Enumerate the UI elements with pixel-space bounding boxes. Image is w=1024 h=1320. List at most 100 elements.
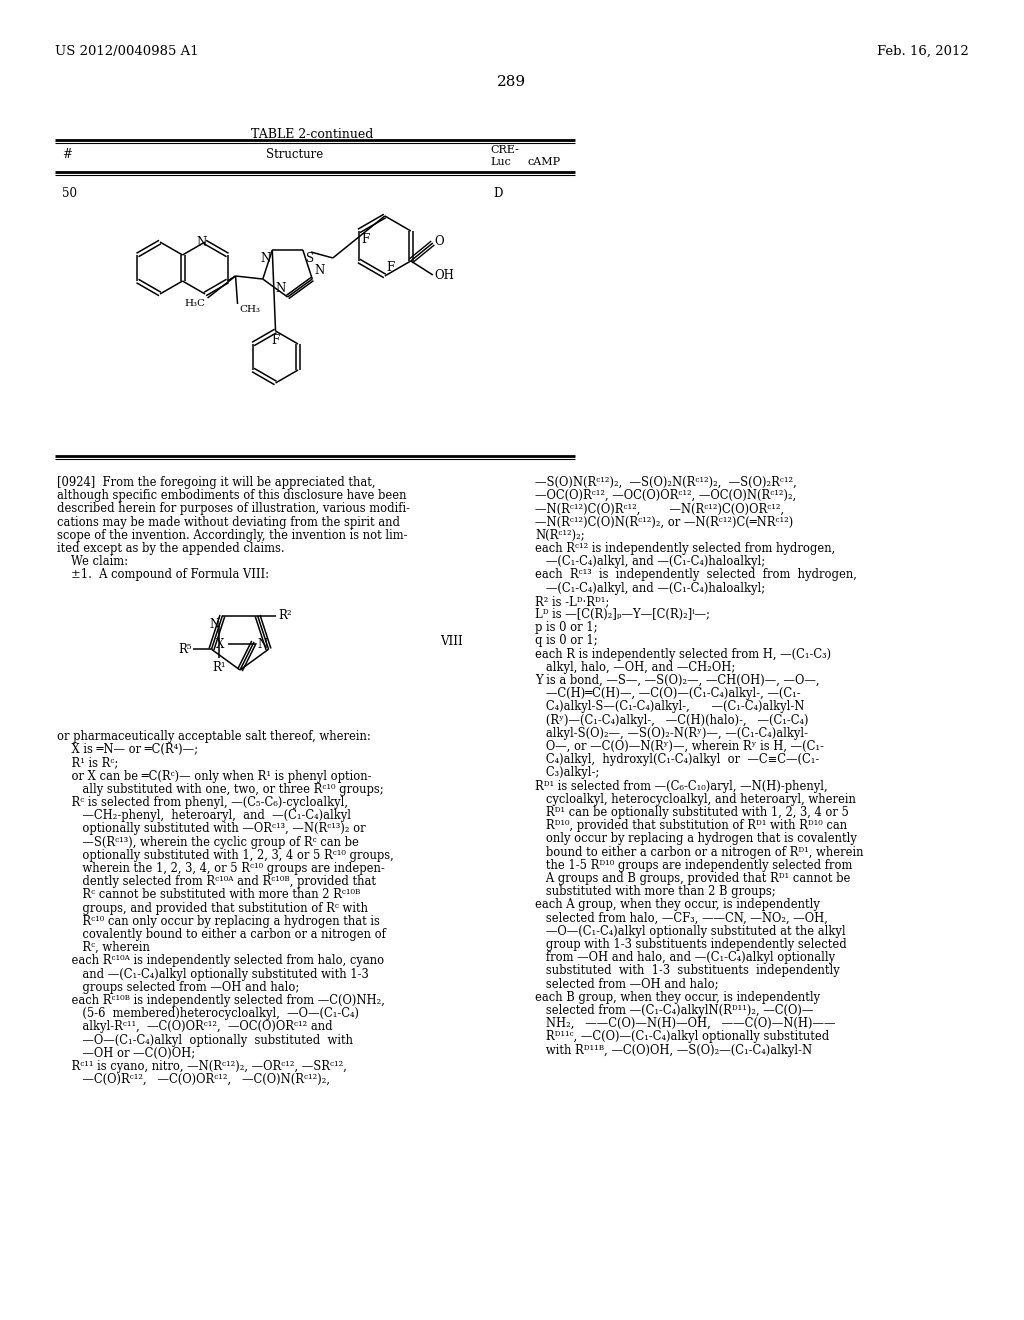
Text: N(Rᶜ¹²)₂;: N(Rᶜ¹²)₂; [535,529,585,541]
Text: D: D [493,187,503,201]
Text: R²: R² [279,610,292,622]
Text: groups selected from —OH and halo;: groups selected from —OH and halo; [57,981,299,994]
Text: C₄)alkyl,  hydroxyl(C₁-C₄)alkyl  or  —C≡C—(C₁-: C₄)alkyl, hydroxyl(C₁-C₄)alkyl or —C≡C—(… [535,754,819,766]
Text: NH₂,   ——C(O)—N(H)—OH,   ——C(O)—N(H)——: NH₂, ——C(O)—N(H)—OH, ——C(O)—N(H)—— [535,1018,836,1030]
Text: N: N [257,638,267,651]
Text: cycloalkyl, heterocycloalkyl, and heteroaryl, wherein: cycloalkyl, heterocycloalkyl, and hetero… [535,793,856,805]
Text: substituted with more than 2 B groups;: substituted with more than 2 B groups; [535,886,775,898]
Text: Rᴰ¹⁰, provided that substitution of Rᴰ¹ with Rᴰ¹⁰ can: Rᴰ¹⁰, provided that substitution of Rᴰ¹ … [535,820,847,832]
Text: each A group, when they occur, is independently: each A group, when they occur, is indepe… [535,899,820,911]
Text: ally substituted with one, two, or three Rᶜ¹⁰ groups;: ally substituted with one, two, or three… [57,783,384,796]
Text: —S(O)N(Rᶜ¹²)₂,  —S(O)₂N(Rᶜ¹²)₂,  —S(O)₂Rᶜ¹²,: —S(O)N(Rᶜ¹²)₂, —S(O)₂N(Rᶜ¹²)₂, —S(O)₂Rᶜ¹… [535,477,797,488]
Text: —(C₁-C₄)alkyl, and —(C₁-C₄)haloalkyl;: —(C₁-C₄)alkyl, and —(C₁-C₄)haloalkyl; [535,556,765,568]
Text: Rᶜ cannot be substituted with more than 2 Rᶜ¹⁰ᴮ: Rᶜ cannot be substituted with more than … [57,888,360,902]
Text: Rᶜ is selected from phenyl, —(C₅-C₆)-cycloalkyl,: Rᶜ is selected from phenyl, —(C₅-C₆)-cyc… [57,796,348,809]
Text: —N(Rᶜ¹²)C(O)N(Rᶜ¹²)₂, or —N(Rᶜ¹²)C(═NRᶜ¹²): —N(Rᶜ¹²)C(O)N(Rᶜ¹²)₂, or —N(Rᶜ¹²)C(═NRᶜ¹… [535,516,794,528]
Text: US 2012/0040985 A1: US 2012/0040985 A1 [55,45,199,58]
Text: alkyl-Rᶜ¹¹,  —C(O)ORᶜ¹²,  —OC(O)ORᶜ¹² and: alkyl-Rᶜ¹¹, —C(O)ORᶜ¹², —OC(O)ORᶜ¹² and [57,1020,333,1034]
Text: only occur by replacing a hydrogen that is covalently: only occur by replacing a hydrogen that … [535,833,857,845]
Text: Y is a bond, —S—, —S(O)₂—, —CH(OH)—, —O—,: Y is a bond, —S—, —S(O)₂—, —CH(OH)—, —O—… [535,675,819,686]
Text: optionally substituted with 1, 2, 3, 4 or 5 Rᶜ¹⁰ groups,: optionally substituted with 1, 2, 3, 4 o… [57,849,394,862]
Text: Lᴰ is —[C(R)₂]ₚ—Y—[C(R)₂]ⁱ—;: Lᴰ is —[C(R)₂]ₚ—Y—[C(R)₂]ⁱ—; [535,609,710,620]
Text: Rᶜ, wherein: Rᶜ, wherein [57,941,150,954]
Text: F: F [360,232,369,246]
Text: each Rᶜ¹⁰ᴬ is independently selected from halo, cyano: each Rᶜ¹⁰ᴬ is independently selected fro… [57,954,384,968]
Text: and —(C₁-C₄)alkyl optionally substituted with 1-3: and —(C₁-C₄)alkyl optionally substituted… [57,968,369,981]
Text: alkyl, halo, —OH, and —CH₂OH;: alkyl, halo, —OH, and —CH₂OH; [535,661,735,673]
Text: F: F [271,334,280,347]
Text: —CH₂-phenyl,  heteroaryl,  and  —(C₁-C₄)alkyl: —CH₂-phenyl, heteroaryl, and —(C₁-C₄)alk… [57,809,351,822]
Text: Feb. 16, 2012: Feb. 16, 2012 [878,45,969,58]
Text: dently selected from Rᶜ¹⁰ᴬ and Rᶜ¹⁰ᴮ, provided that: dently selected from Rᶜ¹⁰ᴬ and Rᶜ¹⁰ᴮ, pr… [57,875,376,888]
Text: ±1.  A compound of Formula VIII:: ±1. A compound of Formula VIII: [71,569,269,581]
Text: 50: 50 [62,187,77,201]
Text: cations may be made without deviating from the spirit and: cations may be made without deviating fr… [57,516,400,528]
Text: Rᴰ¹ is selected from —(C₆-C₁₀)aryl, —N(H)-phenyl,: Rᴰ¹ is selected from —(C₆-C₁₀)aryl, —N(H… [535,780,827,792]
Text: Luc: Luc [490,157,511,168]
Text: O—, or —C(O)—N(Rʸ)—, wherein Rʸ is H, —(C₁-: O—, or —C(O)—N(Rʸ)—, wherein Rʸ is H, —(… [535,741,824,752]
Text: each R is independently selected from H, —(C₁-C₃): each R is independently selected from H,… [535,648,831,660]
Text: 289: 289 [498,75,526,88]
Text: covalently bound to either a carbon or a nitrogen of: covalently bound to either a carbon or a… [57,928,386,941]
Text: or pharmaceutically acceptable salt thereof, wherein:: or pharmaceutically acceptable salt ther… [57,730,371,743]
Text: (Rʸ)—(C₁-C₄)alkyl-,   —C(H)(halo)-,   —(C₁-C₄): (Rʸ)—(C₁-C₄)alkyl-, —C(H)(halo)-, —(C₁-C… [535,714,809,726]
Text: (5-6  membered)heterocycloalkyl,  —O—(C₁-C₄): (5-6 membered)heterocycloalkyl, —O—(C₁-C… [57,1007,359,1020]
Text: selected from —OH and halo;: selected from —OH and halo; [535,978,719,990]
Text: Rᶜ¹¹ is cyano, nitro, —N(Rᶜ¹²)₂, —ORᶜ¹², —SRᶜ¹²,: Rᶜ¹¹ is cyano, nitro, —N(Rᶜ¹²)₂, —ORᶜ¹²,… [57,1060,347,1073]
Text: although specific embodiments of this disclosure have been: although specific embodiments of this di… [57,490,407,502]
Text: S: S [306,252,314,265]
Text: each Rᶜ¹⁰ᴮ is independently selected from —C(O)NH₂,: each Rᶜ¹⁰ᴮ is independently selected fro… [57,994,385,1007]
Text: Rᶜ¹⁰ can only occur by replacing a hydrogen that is: Rᶜ¹⁰ can only occur by replacing a hydro… [57,915,380,928]
Text: q is 0 or 1;: q is 0 or 1; [535,635,598,647]
Text: R¹: R¹ [213,661,226,673]
Text: from —OH and halo, and —(C₁-C₄)alkyl optionally: from —OH and halo, and —(C₁-C₄)alkyl opt… [535,952,836,964]
Text: —OC(O)Rᶜ¹², —OC(O)ORᶜ¹², —OC(O)N(Rᶜ¹²)₂,: —OC(O)Rᶜ¹², —OC(O)ORᶜ¹², —OC(O)N(Rᶜ¹²)₂, [535,490,797,502]
Text: selected from halo, —CF₃, ——CN, —NO₂, —OH,: selected from halo, —CF₃, ——CN, —NO₂, —O… [535,912,827,924]
Text: Rᴰ¹¹ᶜ, —C(O)—(C₁-C₄)alkyl optionally substituted: Rᴰ¹¹ᶜ, —C(O)—(C₁-C₄)alkyl optionally sub… [535,1031,829,1043]
Text: #: # [62,148,72,161]
Text: C₄)alkyl-S—(C₁-C₄)alkyl-,      —(C₁-C₄)alkyl-N: C₄)alkyl-S—(C₁-C₄)alkyl-, —(C₁-C₄)alkyl-… [535,701,805,713]
Text: Structure: Structure [266,148,324,161]
Text: alkyl-S(O)₂—, —S(O)₂-N(Rʸ)—, —(C₁-C₄)alkyl-: alkyl-S(O)₂—, —S(O)₂-N(Rʸ)—, —(C₁-C₄)alk… [535,727,808,739]
Text: —OH or —C(O)OH;: —OH or —C(O)OH; [57,1047,196,1060]
Text: CRE-: CRE- [490,145,519,154]
Text: or X can be ═C(Rᶜ)— only when R¹ is phenyl option-: or X can be ═C(Rᶜ)— only when R¹ is phen… [57,770,372,783]
Text: with Rᴰ¹¹ᴮ, —C(O)OH, —S(O)₂—(C₁-C₄)alkyl-N: with Rᴰ¹¹ᴮ, —C(O)OH, —S(O)₂—(C₁-C₄)alkyl… [535,1044,812,1056]
Text: optionally substituted with —ORᶜ¹³, —N(Rᶜ¹³)₂ or: optionally substituted with —ORᶜ¹³, —N(R… [57,822,366,836]
Text: each B group, when they occur, is independently: each B group, when they occur, is indepe… [535,991,820,1003]
Text: each Rᶜ¹² is independently selected from hydrogen,: each Rᶜ¹² is independently selected from… [535,543,836,554]
Text: We claim:: We claim: [71,556,128,568]
Text: wherein the 1, 2, 3, 4, or 5 Rᶜ¹⁰ groups are indepen-: wherein the 1, 2, 3, 4, or 5 Rᶜ¹⁰ groups… [57,862,385,875]
Text: bound to either a carbon or a nitrogen of Rᴰ¹, wherein: bound to either a carbon or a nitrogen o… [535,846,863,858]
Text: the 1-5 Rᴰ¹⁰ groups are independently selected from: the 1-5 Rᴰ¹⁰ groups are independently se… [535,859,852,871]
Text: R⁵: R⁵ [178,643,191,656]
Text: F: F [387,261,395,275]
Text: p is 0 or 1;: p is 0 or 1; [535,622,597,634]
Text: N: N [275,282,286,294]
Text: N: N [209,618,219,631]
Text: N: N [314,264,325,277]
Text: [0924]  From the foregoing it will be appreciated that,: [0924] From the foregoing it will be app… [57,477,376,488]
Text: X: X [216,638,224,651]
Text: —O—(C₁-C₄)alkyl  optionally  substituted  with: —O—(C₁-C₄)alkyl optionally substituted w… [57,1034,353,1047]
Text: O: O [435,235,444,248]
Text: N: N [260,252,270,265]
Text: C₃)alkyl-;: C₃)alkyl-; [535,767,599,779]
Text: N: N [196,235,206,248]
Text: —S(Rᶜ¹³), wherein the cyclic group of Rᶜ can be: —S(Rᶜ¹³), wherein the cyclic group of Rᶜ… [57,836,358,849]
Text: ited except as by the appended claims.: ited except as by the appended claims. [57,543,285,554]
Text: each  Rᶜ¹³  is  independently  selected  from  hydrogen,: each Rᶜ¹³ is independently selected from… [535,569,857,581]
Text: cAMP: cAMP [527,157,560,168]
Text: —C(H)═C(H)—, —C(O)—(C₁-C₄)alkyl-, —(C₁-: —C(H)═C(H)—, —C(O)—(C₁-C₄)alkyl-, —(C₁- [535,688,801,700]
Text: TABLE 2-continued: TABLE 2-continued [251,128,373,141]
Text: —(C₁-C₄)alkyl, and —(C₁-C₄)haloalkyl;: —(C₁-C₄)alkyl, and —(C₁-C₄)haloalkyl; [535,582,765,594]
Text: OH: OH [435,269,455,282]
Text: —O—(C₁-C₄)alkyl optionally substituted at the alkyl: —O—(C₁-C₄)alkyl optionally substituted a… [535,925,846,937]
Text: selected from —(C₁-C₄)alkylN(Rᴰ¹¹)₂, —C(O)—: selected from —(C₁-C₄)alkylN(Rᴰ¹¹)₂, —C(… [535,1005,813,1016]
Text: —C(O)Rᶜ¹²,   —C(O)ORᶜ¹²,   —C(O)N(Rᶜ¹²)₂,: —C(O)Rᶜ¹², —C(O)ORᶜ¹², —C(O)N(Rᶜ¹²)₂, [57,1073,330,1086]
Text: X is ═N— or ═C(R⁴)—;: X is ═N— or ═C(R⁴)—; [57,743,198,756]
Text: VIII: VIII [440,635,463,648]
Text: H₃C: H₃C [184,300,206,308]
Text: —N(Rᶜ¹²)C(O)Rᶜ¹²,        —N(Rᶜ¹²)C(O)ORᶜ¹²,: —N(Rᶜ¹²)C(O)Rᶜ¹², —N(Rᶜ¹²)C(O)ORᶜ¹², [535,503,784,515]
Text: Rᴰ¹ can be optionally substituted with 1, 2, 3, 4 or 5: Rᴰ¹ can be optionally substituted with 1… [535,807,849,818]
